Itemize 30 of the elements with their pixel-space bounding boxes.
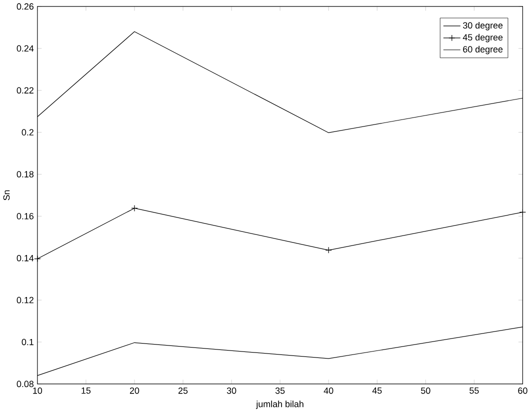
legend-label: 30 degree (463, 22, 503, 30)
x-tick-label: 35 (275, 387, 285, 394)
x-tick-label: 40 (324, 387, 334, 394)
point (519, 208, 526, 216)
y-tick-label: 0.08 (16, 380, 34, 387)
legend-label: 45 degree (462, 34, 503, 42)
point (34, 255, 41, 262)
y-tick-label: 0.16 (16, 212, 34, 220)
y-tick-label: 0.26 (16, 3, 34, 10)
y-tick-label: 0.24 (16, 45, 34, 52)
y-tick-label: 0.2 (22, 128, 34, 136)
x-tick-label: 45 (372, 387, 382, 394)
x-tick-label: 30 (226, 387, 236, 394)
point (131, 204, 138, 212)
y-axis-title: Sn (3, 190, 10, 200)
point (325, 246, 332, 254)
y-tick-label: 0.18 (16, 170, 34, 178)
x-tick-label: 60 (518, 387, 528, 394)
x-axis-title: jumlah bilah (256, 400, 304, 409)
legend-label: 60 degree (463, 46, 503, 54)
x-tick-label: 10 (33, 387, 42, 394)
x-tick-label: 55 (470, 387, 479, 394)
y-tick-label: 0.12 (16, 296, 34, 304)
y-tick-label: 0.22 (16, 87, 34, 94)
x-tick-label: 20 (130, 387, 140, 394)
y-tick-label: 0.14 (16, 254, 34, 262)
x-tick-label: 25 (178, 387, 188, 394)
y-tick-label: 0.1 (22, 338, 34, 346)
x-tick-label: 50 (421, 387, 430, 394)
x-tick-label: 15 (82, 387, 91, 394)
